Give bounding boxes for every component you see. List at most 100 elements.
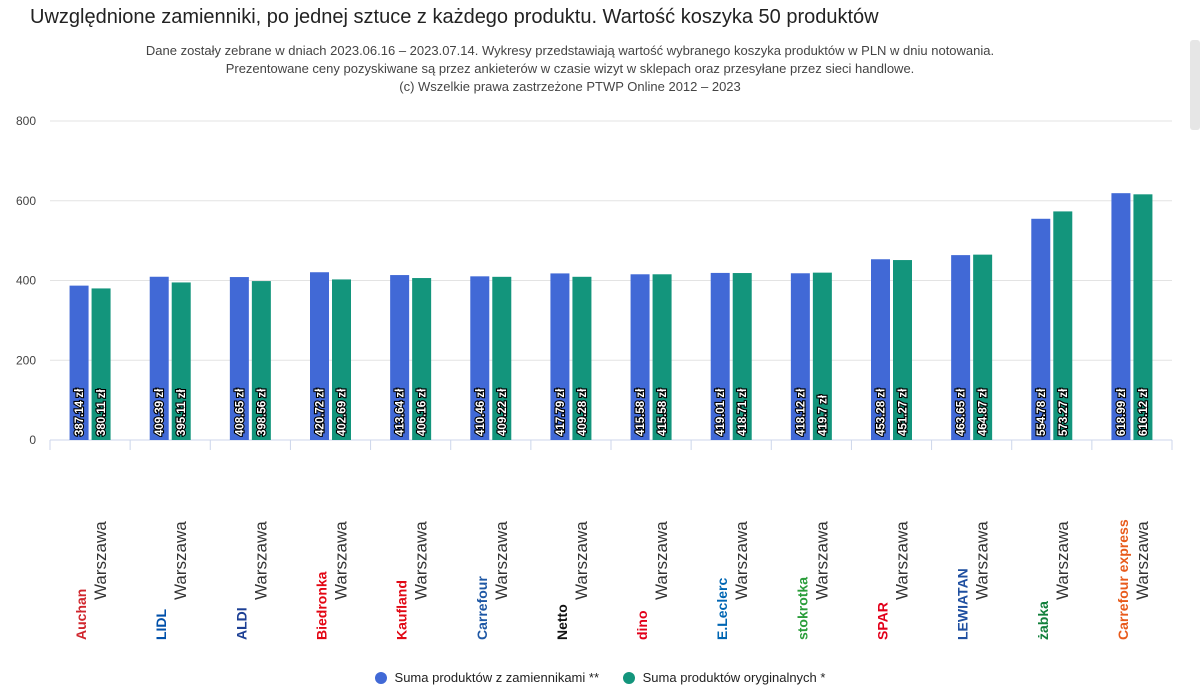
bar-originals [893,260,912,440]
legend-dot-replacements [374,671,387,684]
data-label: 387.14 zł [74,388,86,436]
store-logo: LEWIATAN [955,568,971,640]
bar-replacements [871,259,890,440]
bar-replacements [310,272,329,440]
bar-originals [973,254,993,440]
store-logo: Carrefour [474,576,490,640]
bar-replacements [229,277,249,440]
data-label: 409.39 zł [154,388,166,436]
city-label: Warszawa [572,521,591,600]
bar-originals [171,282,191,440]
data-label: 420.72 zł [315,388,327,436]
legend-label-replacements: Suma produktów z zamiennikami ** [394,670,600,685]
legend-item-replacements[interactable]: Suma produktów z zamiennikami ** [374,670,600,685]
bar-originals [492,276,512,440]
bar-replacements [710,272,730,440]
bar-originals [732,273,752,440]
data-label: 406.16 zł [417,388,429,436]
bar-replacements [790,273,810,440]
legend-dot-originals [622,671,635,684]
data-label: 417.79 zł [555,388,567,436]
data-label: 415.58 zł [657,388,669,436]
chart-title: Uwzględnione zamienniki, po jednej sztuc… [30,6,879,28]
bar-replacements [1111,193,1131,440]
store-logo: Auchan [73,589,89,640]
bar-originals [332,279,351,440]
city-label: Warszawa [251,521,270,600]
data-label: 464.87 zł [978,388,990,436]
city-label: Warszawa [1133,521,1152,600]
store-logo: SPAR [875,602,891,640]
city-label: Warszawa [812,521,831,600]
data-label: 402.69 zł [337,388,349,436]
y-tick-label: 600 [16,194,36,208]
bar-replacements [951,255,971,440]
y-tick-label: 400 [16,274,36,288]
legend-item-originals[interactable]: Suma produktów oryginalnych * [622,670,826,685]
data-label: 398.56 zł [256,388,268,436]
bar-replacements [470,276,490,440]
store-logo: Netto [554,604,570,640]
bar-originals [1053,211,1073,440]
data-label: 451.27 zł [898,388,910,436]
store-logo: stokrotka [794,577,810,640]
bar-replacements [1031,218,1051,440]
store-logo: Kaufland [394,580,410,640]
bar-originals [1133,194,1153,440]
bar-replacements [550,273,570,440]
data-label: 573.27 zł [1058,388,1070,436]
data-label: 463.65 zł [956,388,968,436]
store-logo: dino [634,610,650,640]
subtitle-line-3: (c) Wszelkie prawa zastrzeżone PTWP Onli… [399,79,741,94]
data-label: 418.71 zł [737,388,749,436]
chart-legend: Suma produktów z zamiennikami ** Suma pr… [0,670,1200,687]
data-label: 395.11 zł [176,389,188,436]
city-label: Warszawa [893,521,912,600]
data-label: 418.12 zł [795,388,807,436]
data-label: 409.28 zł [577,388,589,436]
y-tick-label: 200 [16,353,36,367]
data-label: 409.22 zł [497,388,509,436]
subtitle-line-1: Dane zostały zebrane w dniach 2023.06.16… [145,43,995,58]
city-label: Warszawa [1053,521,1072,600]
store-logo: żabka [1035,601,1051,640]
city-label: Warszawa [171,521,190,600]
data-label: 453.28 zł [876,388,888,436]
bar-originals [812,272,832,440]
bar-originals [412,278,432,440]
data-label: 554.78 zł [1036,388,1048,436]
data-label: 380.11 zł [96,389,108,436]
city-label: Warszawa [412,521,431,600]
data-label: 616.12 zł [1138,388,1150,436]
data-label: 415.58 zł [635,388,647,436]
bar-replacements [69,285,89,440]
store-logo: E.Leclerc [714,578,730,640]
bar-originals [652,274,672,440]
city-label: Warszawa [91,521,110,600]
legend-label-originals: Suma produktów oryginalnych * [642,670,826,685]
city-label: Warszawa [652,521,671,600]
data-label: 419.7 zł [817,394,829,436]
city-label: Warszawa [332,521,351,600]
bar-originals [91,288,111,440]
chart-subtitle: Dane zostały zebrane w dniach 2023.06.16… [0,42,1140,96]
city-label: Warszawa [973,521,992,600]
subtitle-line-2: Prezentowane ceny pozyskiwane są przez a… [225,61,915,76]
bar-originals [572,276,592,440]
store-logo: LIDL [153,608,169,640]
data-label: 413.64 zł [395,388,407,436]
y-tick-label: 800 [16,114,36,128]
scrollbar[interactable] [1190,40,1200,130]
bar-originals [251,281,271,440]
data-label: 410.46 zł [475,388,487,436]
data-label: 618.99 zł [1116,388,1128,436]
city-label: Warszawa [732,521,751,600]
data-label: 408.65 zł [234,388,246,436]
bar-replacements [630,274,650,440]
bar-replacements [390,275,410,440]
city-label: Warszawa [492,521,511,600]
store-logo: Carrefour express [1115,519,1131,640]
y-tick-label: 0 [29,433,36,447]
data-label: 419.01 zł [715,388,727,436]
